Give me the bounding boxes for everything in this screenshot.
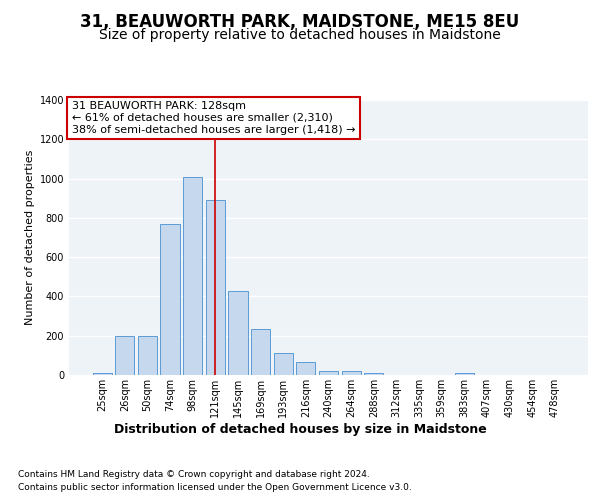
Bar [455,373,474,375]
Bar [115,336,134,375]
Bar [229,290,248,375]
Bar [183,176,202,375]
Text: Distribution of detached houses by size in Maidstone: Distribution of detached houses by size … [113,422,487,436]
Text: Contains HM Land Registry data © Crown copyright and database right 2024.: Contains HM Land Registry data © Crown c… [18,470,370,479]
Y-axis label: Number of detached properties: Number of detached properties [25,150,35,325]
Bar [296,362,316,375]
Text: 31, BEAUWORTH PARK, MAIDSTONE, ME15 8EU: 31, BEAUWORTH PARK, MAIDSTONE, ME15 8EU [80,12,520,30]
Bar [341,371,361,375]
Bar [160,224,180,375]
Bar [251,329,270,375]
Bar [206,200,225,375]
Text: Contains public sector information licensed under the Open Government Licence v3: Contains public sector information licen… [18,482,412,492]
Text: 31 BEAUWORTH PARK: 128sqm
← 61% of detached houses are smaller (2,310)
38% of se: 31 BEAUWORTH PARK: 128sqm ← 61% of detac… [71,102,355,134]
Bar [92,373,112,375]
Bar [319,371,338,375]
Bar [138,336,157,375]
Bar [274,354,293,375]
Text: Size of property relative to detached houses in Maidstone: Size of property relative to detached ho… [99,28,501,42]
Bar [364,373,383,375]
